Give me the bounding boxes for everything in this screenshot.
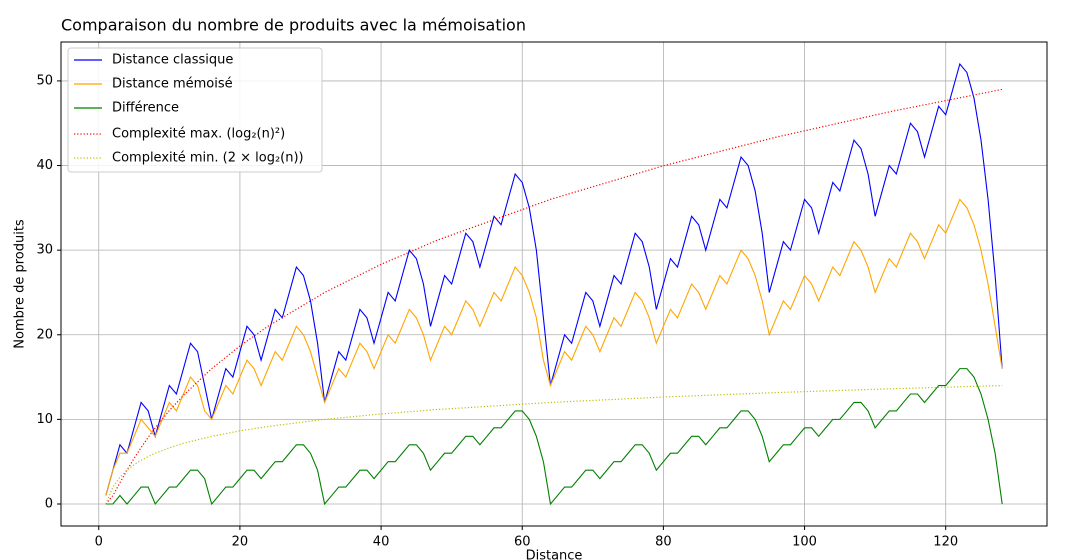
legend-label: Distance classique bbox=[112, 53, 233, 68]
x-axis-label: Distance bbox=[526, 549, 583, 560]
x-tick-label: 100 bbox=[792, 535, 817, 550]
y-tick-label: 20 bbox=[36, 327, 53, 342]
y-tick-label: 0 bbox=[45, 497, 53, 512]
chart-title: Comparaison du nombre de produits avec l… bbox=[61, 16, 526, 35]
series-line bbox=[105, 62, 1003, 496]
series-line bbox=[105, 88, 1003, 505]
x-tick-label: 80 bbox=[655, 535, 672, 550]
x-tick-label: 60 bbox=[514, 535, 531, 550]
x-tick-label: 20 bbox=[232, 535, 249, 550]
legend-label: Distance mémoisé bbox=[112, 77, 233, 92]
legend-label: Complexité max. (log₂(n)²) bbox=[112, 127, 285, 142]
legend-box bbox=[67, 47, 323, 173]
x-tick-label: 40 bbox=[373, 535, 390, 550]
x-tick-label: 120 bbox=[933, 535, 958, 550]
y-tick-label: 40 bbox=[36, 158, 53, 173]
x-tick-label: 0 bbox=[95, 535, 103, 550]
y-tick-label: 10 bbox=[36, 412, 53, 427]
y-axis-label: Nombre de produits bbox=[13, 219, 28, 349]
legend-label: Différence bbox=[112, 101, 179, 116]
y-tick-label: 50 bbox=[36, 73, 53, 88]
legend-label: Complexité min. (2 × log₂(n)) bbox=[112, 151, 304, 166]
y-tick-label: 30 bbox=[36, 243, 53, 258]
series-line bbox=[105, 198, 1003, 496]
axes-frame bbox=[60, 41, 1048, 527]
series-line bbox=[105, 368, 1003, 506]
